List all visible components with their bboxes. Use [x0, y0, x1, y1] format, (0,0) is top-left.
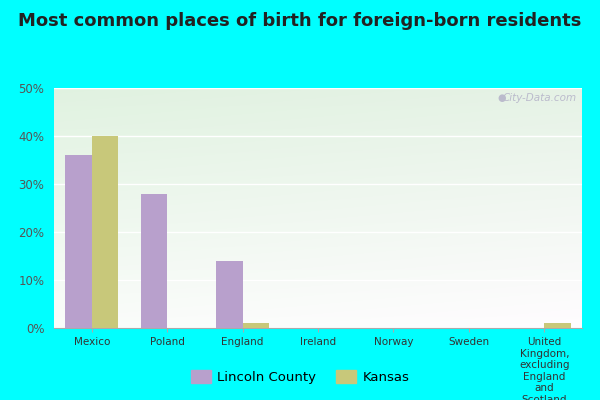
- Bar: [242, 323, 269, 328]
- Bar: [216, 261, 242, 328]
- Text: Most common places of birth for foreign-born residents: Most common places of birth for foreign-…: [19, 12, 581, 30]
- Bar: [141, 194, 167, 328]
- Bar: [544, 323, 571, 328]
- Bar: [92, 136, 118, 328]
- Bar: [65, 155, 92, 328]
- Text: City-Data.com: City-Data.com: [503, 93, 577, 103]
- Legend: Lincoln County, Kansas: Lincoln County, Kansas: [185, 365, 415, 390]
- Text: ●: ●: [497, 93, 505, 103]
